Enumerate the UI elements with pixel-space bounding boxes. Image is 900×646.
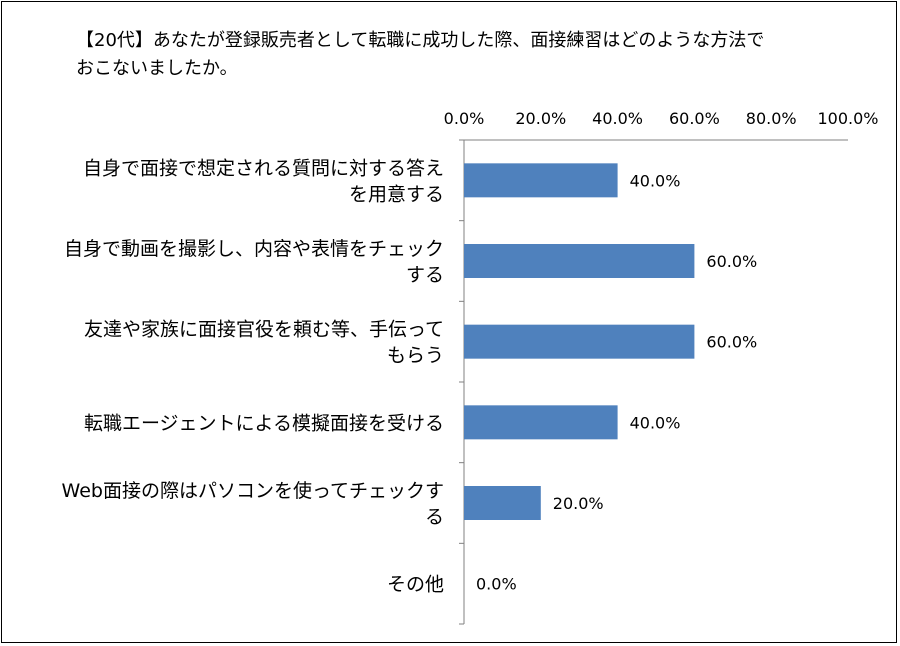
data-label: 20.0% xyxy=(553,494,604,513)
category-label: を用意する xyxy=(349,183,444,205)
x-tick-label: 100.0% xyxy=(817,109,878,128)
category-label: その他 xyxy=(387,574,444,596)
bar xyxy=(464,486,541,520)
bar xyxy=(464,405,618,440)
bar xyxy=(464,163,618,198)
category-label: する xyxy=(406,264,444,286)
chart-title-line: おこないましたか。 xyxy=(76,58,238,79)
category-label: 転職エージェントによる模擬面接を受ける xyxy=(84,412,444,434)
x-tick-label: 0.0% xyxy=(444,109,485,128)
category-label: もらう xyxy=(387,345,444,367)
chart-title: 【20代】あなたが登録販売者として転職に成功した際、面接練習はどのような方法でお… xyxy=(76,30,764,79)
bar xyxy=(464,324,695,359)
x-tick-label: 20.0% xyxy=(515,109,566,128)
category-label: Web面接の際はパソコンを使ってチェックす xyxy=(62,480,444,502)
category-label: 自身で面接で想定される質問に対する答え xyxy=(83,157,444,179)
category-label: 自身で動画を撮影し、内容や表情をチェック xyxy=(64,238,444,260)
bar xyxy=(464,244,695,278)
data-label: 60.0% xyxy=(706,333,757,352)
x-axis: 0.0% 20.0% 40.0% 60.0% 80.0% 100.0% xyxy=(444,109,879,625)
data-label: 40.0% xyxy=(630,171,681,190)
data-label: 40.0% xyxy=(630,413,681,432)
x-tick-label: 80.0% xyxy=(746,109,797,128)
chart-title-line: 【20代】あなたが登録販売者として転職に成功した際、面接練習はどのような方法で xyxy=(76,30,764,51)
category-label: る xyxy=(425,506,444,528)
data-label: 0.0% xyxy=(476,575,517,594)
data-label: 60.0% xyxy=(706,252,757,271)
x-tick-label: 60.0% xyxy=(669,109,720,128)
category-label: 友達や家族に面接官役を頼む等、手伝って xyxy=(84,319,444,341)
bars: 40.0% 60.0% 60.0% 40.0% 20.0% 0.0% xyxy=(464,163,757,594)
category-labels: 自身で面接で想定される質問に対する答えを用意する自身で動画を撮影し、内容や表情を… xyxy=(62,157,444,595)
x-tick-label: 40.0% xyxy=(592,109,643,128)
